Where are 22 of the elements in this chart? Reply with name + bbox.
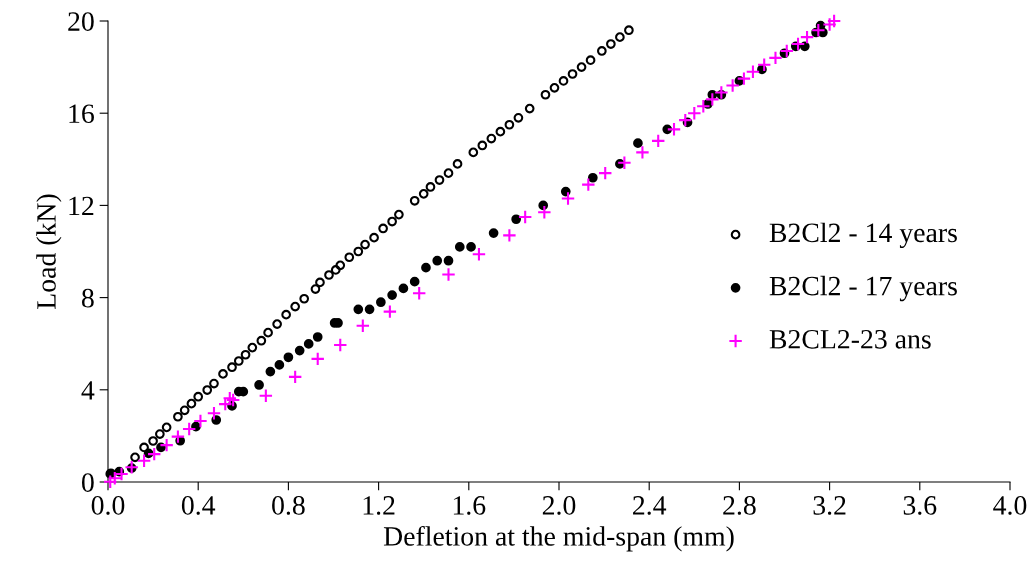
legend-label: B2Cl2 - 17 years bbox=[769, 275, 957, 302]
legend-label: B2Cl2 - 14 years bbox=[769, 222, 957, 248]
legend-label: B2CL2-23 ans bbox=[769, 329, 931, 349]
x-tick-label: 0.4 bbox=[181, 496, 216, 515]
y-tick-label: 12 bbox=[69, 196, 94, 216]
y-tick-label: 8 bbox=[81, 288, 94, 308]
y-tick-label: 16 bbox=[69, 104, 94, 124]
y-axis-title: Load (kN) bbox=[36, 194, 62, 309]
x-axis-title: Defletion at the mid-span (mm) bbox=[383, 525, 734, 552]
y-tick-label: 0 bbox=[81, 473, 94, 492]
y-tick-label: 20 bbox=[68, 12, 94, 31]
x-tick-label: 3.6 bbox=[903, 496, 937, 515]
x-tick-label: 1.2 bbox=[363, 496, 395, 515]
x-tick-label: 2.4 bbox=[633, 496, 667, 515]
x-tick-label: 1.6 bbox=[453, 496, 486, 515]
y-tick-label: 4 bbox=[81, 381, 95, 400]
x-tick-label: 2.0 bbox=[542, 496, 576, 515]
x-tick-label: 0.0 bbox=[91, 496, 125, 515]
x-tick-label: 0.8 bbox=[272, 496, 305, 515]
x-tick-label: 2.8 bbox=[723, 496, 756, 515]
x-tick-label: 3.2 bbox=[813, 496, 846, 515]
x-tick-label: 4.0 bbox=[993, 496, 1027, 515]
